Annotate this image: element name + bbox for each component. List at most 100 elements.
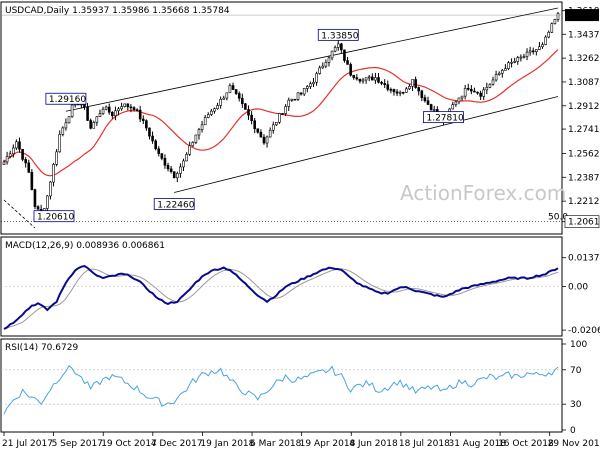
candle-body — [89, 120, 92, 129]
candle-body — [176, 173, 179, 179]
candle-body — [228, 85, 232, 94]
candle-body — [241, 97, 244, 105]
trend-dashed-line — [3, 199, 36, 229]
candle-body — [21, 148, 24, 160]
x-tick-label: 21 Jul 2017 — [2, 439, 53, 449]
candle-body — [432, 109, 436, 111]
candle-body — [497, 72, 501, 75]
candle-body — [86, 106, 89, 121]
candle-body — [24, 159, 27, 164]
current-price-label: 1.35784 — [568, 11, 600, 21]
candle-body — [466, 88, 470, 90]
candle-body — [426, 100, 430, 105]
rsi-y-axis: 100 70 30 0 — [562, 340, 587, 436]
rsi-panel-frame — [0, 338, 563, 433]
price-annotations: 1.29160 1.33850 1.22460 1.27810 1.20610 — [33, 28, 464, 223]
candle-body — [420, 90, 424, 98]
candle-body — [544, 36, 547, 45]
candle-body — [470, 88, 473, 92]
candle-body — [556, 12, 560, 20]
macd-lines — [1, 265, 562, 330]
candle-body — [361, 79, 365, 82]
candle-body — [358, 78, 362, 82]
candle-body — [513, 61, 516, 63]
price-moving-average — [3, 49, 559, 177]
candle-body — [380, 81, 383, 84]
candle-body — [340, 43, 343, 51]
candle-body — [11, 147, 15, 155]
candle-body — [262, 136, 266, 144]
candle-body — [172, 171, 176, 179]
candle-body — [61, 127, 65, 135]
candle-body — [222, 97, 226, 100]
candle-body — [64, 122, 68, 129]
candle-body — [256, 128, 260, 133]
macd-y-tick-label: 0.013745 — [568, 254, 600, 264]
price-y-tick-label: 1.22120 — [568, 197, 600, 207]
candle-body — [386, 84, 390, 90]
candle-body — [166, 164, 170, 170]
candle-body — [250, 114, 253, 122]
candle-body — [315, 73, 318, 83]
candle-body — [309, 83, 312, 87]
candle-body — [346, 60, 349, 65]
candle-body — [98, 113, 102, 118]
annotation-box — [33, 210, 75, 223]
channel-upper-line — [65, 7, 559, 112]
candle-body — [411, 79, 414, 87]
candle-body — [451, 104, 455, 110]
rsi-lines — [1, 365, 562, 415]
candle-body — [367, 76, 371, 79]
candle-body — [547, 31, 551, 38]
candle-body — [5, 156, 9, 163]
candle-body — [145, 120, 148, 129]
candle-body — [160, 153, 164, 159]
rsi-y-tick-label: 30 — [570, 400, 582, 410]
candle-body — [2, 161, 6, 165]
x-tick-label: 6 Mar 2018 — [250, 439, 302, 449]
candle-body — [213, 108, 216, 112]
candle-body — [132, 107, 136, 111]
candle-body — [476, 91, 479, 94]
candle-body — [117, 108, 120, 112]
candle-body — [265, 136, 269, 144]
candle-body — [516, 57, 520, 62]
candle-body — [46, 195, 49, 209]
candle-body — [312, 81, 315, 85]
candle-body — [259, 131, 263, 138]
candle-body — [111, 111, 114, 116]
candle-body — [225, 92, 229, 99]
candle-body — [188, 145, 191, 155]
candle-body — [138, 109, 142, 120]
candle-body — [296, 92, 300, 100]
current-price-badge — [565, 9, 599, 22]
candle-body — [389, 89, 393, 91]
candle-body — [30, 172, 34, 190]
candle-body — [33, 189, 37, 207]
x-tick-label: 16 Oct 2018 — [498, 439, 554, 449]
candle-body — [154, 140, 157, 150]
macd-chart-title: MACD(12,26,9) 0.008936 0.006861 — [5, 241, 165, 251]
candle-body — [92, 122, 96, 129]
price-y-tick-label: 1.29120 — [568, 102, 600, 112]
candle-body — [216, 105, 219, 110]
candle-body — [460, 95, 464, 99]
candle-body — [27, 162, 31, 173]
candle-body — [333, 47, 337, 52]
candle-body — [169, 168, 173, 173]
candle-body — [135, 109, 139, 112]
candle-body — [185, 153, 188, 162]
candle-body — [234, 89, 238, 94]
candle-body — [129, 106, 133, 109]
candle-body — [352, 74, 356, 78]
annotation-label: 1.29160 — [49, 95, 86, 105]
candle-body — [210, 110, 213, 115]
candle-body — [206, 114, 210, 118]
candle-body — [244, 103, 247, 110]
rsi-line — [3, 365, 559, 415]
candle-body — [377, 77, 380, 83]
candle-body — [114, 110, 117, 116]
macd-y-tick-label: 0.00 — [568, 283, 588, 293]
